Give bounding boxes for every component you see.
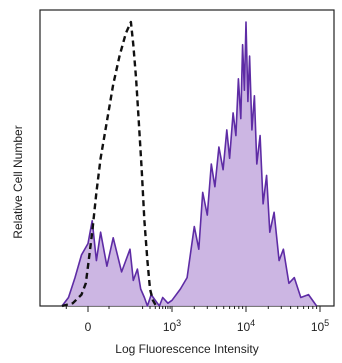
y-axis-title: Relative Cell Number [11, 125, 25, 238]
series-1-line [61, 21, 318, 307]
series-0-line [61, 20, 158, 308]
x-tick-label-2: 104 [237, 318, 255, 334]
x-axis-title: Log Fluorescence Intensity [115, 342, 258, 356]
x-tick-label-0: 0 [85, 320, 92, 334]
series-layer [61, 20, 318, 308]
x-tick-label-1: 103 [163, 318, 181, 334]
x-axis-ticks: 0 103 104 105 [65, 306, 329, 334]
series-1-fill [62, 22, 317, 306]
x-tick-label-3: 105 [311, 318, 329, 334]
